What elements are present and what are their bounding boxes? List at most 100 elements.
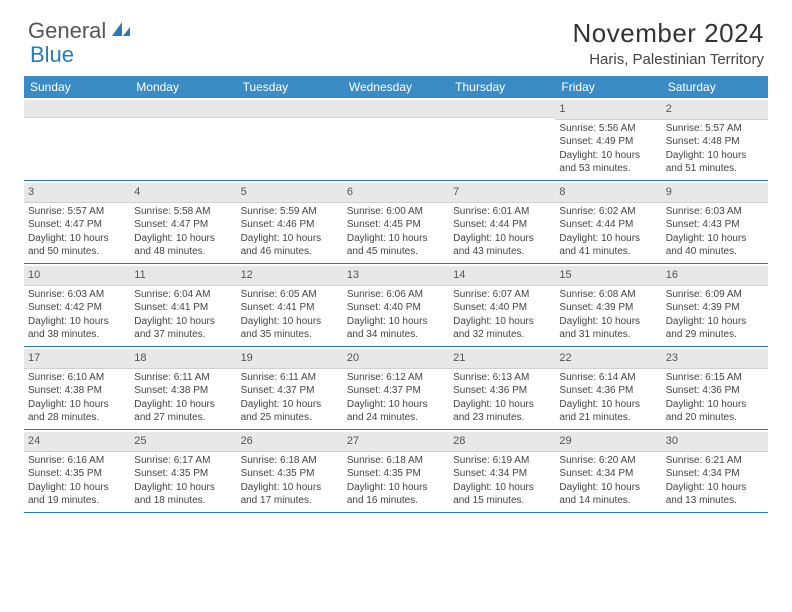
- day-number: 2: [662, 100, 768, 120]
- day-number: 23: [662, 349, 768, 369]
- sunrise-text: Sunrise: 5:58 AM: [134, 205, 232, 219]
- day-number-bar-empty: [449, 100, 555, 118]
- day-number: 14: [449, 266, 555, 286]
- day-content: Sunrise: 5:57 AMSunset: 4:47 PMDaylight:…: [28, 205, 126, 259]
- day-content: Sunrise: 6:09 AMSunset: 4:39 PMDaylight:…: [666, 288, 764, 342]
- weekday-cell: Wednesday: [343, 76, 449, 98]
- logo-text-general: General: [28, 18, 106, 44]
- day-cell: 12Sunrise: 6:05 AMSunset: 4:41 PMDayligh…: [237, 264, 343, 346]
- sunset-text: Sunset: 4:46 PM: [241, 218, 339, 232]
- day-number: 26: [237, 432, 343, 452]
- day-content: Sunrise: 6:10 AMSunset: 4:38 PMDaylight:…: [28, 371, 126, 425]
- daylight-text: Daylight: 10 hours and 13 minutes.: [666, 481, 764, 508]
- week-row: 24Sunrise: 6:16 AMSunset: 4:35 PMDayligh…: [24, 430, 768, 513]
- sunrise-text: Sunrise: 6:03 AM: [666, 205, 764, 219]
- day-content: Sunrise: 6:07 AMSunset: 4:40 PMDaylight:…: [453, 288, 551, 342]
- day-cell: 24Sunrise: 6:16 AMSunset: 4:35 PMDayligh…: [24, 430, 130, 512]
- day-content: Sunrise: 6:18 AMSunset: 4:35 PMDaylight:…: [347, 454, 445, 508]
- sunrise-text: Sunrise: 6:18 AM: [241, 454, 339, 468]
- sunset-text: Sunset: 4:47 PM: [28, 218, 126, 232]
- day-cell: 27Sunrise: 6:18 AMSunset: 4:35 PMDayligh…: [343, 430, 449, 512]
- logo: General: [28, 18, 134, 44]
- day-number: 4: [130, 183, 236, 203]
- day-number: 16: [662, 266, 768, 286]
- day-content: Sunrise: 6:17 AMSunset: 4:35 PMDaylight:…: [134, 454, 232, 508]
- day-number: 12: [237, 266, 343, 286]
- sunrise-text: Sunrise: 6:18 AM: [347, 454, 445, 468]
- day-cell: 23Sunrise: 6:15 AMSunset: 4:36 PMDayligh…: [662, 347, 768, 429]
- day-number: 1: [555, 100, 661, 120]
- day-number: 8: [555, 183, 661, 203]
- day-content: Sunrise: 6:14 AMSunset: 4:36 PMDaylight:…: [559, 371, 657, 425]
- day-number: 18: [130, 349, 236, 369]
- day-cell: 17Sunrise: 6:10 AMSunset: 4:38 PMDayligh…: [24, 347, 130, 429]
- week-row: 3Sunrise: 5:57 AMSunset: 4:47 PMDaylight…: [24, 181, 768, 264]
- day-cell: 22Sunrise: 6:14 AMSunset: 4:36 PMDayligh…: [555, 347, 661, 429]
- day-cell: 3Sunrise: 5:57 AMSunset: 4:47 PMDaylight…: [24, 181, 130, 263]
- weekday-cell: Monday: [130, 76, 236, 98]
- day-content: Sunrise: 5:56 AMSunset: 4:49 PMDaylight:…: [559, 122, 657, 176]
- sunrise-text: Sunrise: 5:59 AM: [241, 205, 339, 219]
- daylight-text: Daylight: 10 hours and 32 minutes.: [453, 315, 551, 342]
- sunset-text: Sunset: 4:34 PM: [453, 467, 551, 481]
- daylight-text: Daylight: 10 hours and 25 minutes.: [241, 398, 339, 425]
- sunset-text: Sunset: 4:37 PM: [347, 384, 445, 398]
- day-number: 19: [237, 349, 343, 369]
- sunset-text: Sunset: 4:36 PM: [666, 384, 764, 398]
- day-number-bar-empty: [24, 100, 130, 118]
- sunrise-text: Sunrise: 6:12 AM: [347, 371, 445, 385]
- day-number-bar-empty: [343, 100, 449, 118]
- daylight-text: Daylight: 10 hours and 31 minutes.: [559, 315, 657, 342]
- sunrise-text: Sunrise: 6:04 AM: [134, 288, 232, 302]
- day-content: Sunrise: 6:05 AMSunset: 4:41 PMDaylight:…: [241, 288, 339, 342]
- day-number: 25: [130, 432, 236, 452]
- sunrise-text: Sunrise: 6:11 AM: [241, 371, 339, 385]
- day-cell: 30Sunrise: 6:21 AMSunset: 4:34 PMDayligh…: [662, 430, 768, 512]
- day-number: 24: [24, 432, 130, 452]
- sunset-text: Sunset: 4:45 PM: [347, 218, 445, 232]
- day-content: Sunrise: 5:58 AMSunset: 4:47 PMDaylight:…: [134, 205, 232, 259]
- empty-cell: [24, 98, 130, 180]
- day-cell: 28Sunrise: 6:19 AMSunset: 4:34 PMDayligh…: [449, 430, 555, 512]
- day-number: 11: [130, 266, 236, 286]
- day-content: Sunrise: 6:20 AMSunset: 4:34 PMDaylight:…: [559, 454, 657, 508]
- weekday-cell: Sunday: [24, 76, 130, 98]
- weekday-cell: Thursday: [449, 76, 555, 98]
- sunset-text: Sunset: 4:36 PM: [453, 384, 551, 398]
- empty-cell: [449, 98, 555, 180]
- day-content: Sunrise: 6:04 AMSunset: 4:41 PMDaylight:…: [134, 288, 232, 342]
- sunrise-text: Sunrise: 6:10 AM: [28, 371, 126, 385]
- sunrise-text: Sunrise: 6:00 AM: [347, 205, 445, 219]
- week-row: 17Sunrise: 6:10 AMSunset: 4:38 PMDayligh…: [24, 347, 768, 430]
- day-cell: 11Sunrise: 6:04 AMSunset: 4:41 PMDayligh…: [130, 264, 236, 346]
- day-number: 21: [449, 349, 555, 369]
- daylight-text: Daylight: 10 hours and 21 minutes.: [559, 398, 657, 425]
- day-number: 20: [343, 349, 449, 369]
- daylight-text: Daylight: 10 hours and 38 minutes.: [28, 315, 126, 342]
- day-cell: 29Sunrise: 6:20 AMSunset: 4:34 PMDayligh…: [555, 430, 661, 512]
- daylight-text: Daylight: 10 hours and 37 minutes.: [134, 315, 232, 342]
- day-number-bar-empty: [130, 100, 236, 118]
- day-content: Sunrise: 6:21 AMSunset: 4:34 PMDaylight:…: [666, 454, 764, 508]
- sunrise-text: Sunrise: 6:14 AM: [559, 371, 657, 385]
- empty-cell: [130, 98, 236, 180]
- day-number: 10: [24, 266, 130, 286]
- day-cell: 8Sunrise: 6:02 AMSunset: 4:44 PMDaylight…: [555, 181, 661, 263]
- day-cell: 13Sunrise: 6:06 AMSunset: 4:40 PMDayligh…: [343, 264, 449, 346]
- daylight-text: Daylight: 10 hours and 46 minutes.: [241, 232, 339, 259]
- sunset-text: Sunset: 4:48 PM: [666, 135, 764, 149]
- sunrise-text: Sunrise: 6:15 AM: [666, 371, 764, 385]
- weekday-header-row: SundayMondayTuesdayWednesdayThursdayFrid…: [24, 76, 768, 98]
- day-content: Sunrise: 6:08 AMSunset: 4:39 PMDaylight:…: [559, 288, 657, 342]
- day-cell: 5Sunrise: 5:59 AMSunset: 4:46 PMDaylight…: [237, 181, 343, 263]
- day-cell: 15Sunrise: 6:08 AMSunset: 4:39 PMDayligh…: [555, 264, 661, 346]
- day-content: Sunrise: 5:57 AMSunset: 4:48 PMDaylight:…: [666, 122, 764, 176]
- sunset-text: Sunset: 4:38 PM: [134, 384, 232, 398]
- sunset-text: Sunset: 4:39 PM: [666, 301, 764, 315]
- day-cell: 7Sunrise: 6:01 AMSunset: 4:44 PMDaylight…: [449, 181, 555, 263]
- sunset-text: Sunset: 4:44 PM: [453, 218, 551, 232]
- sunset-text: Sunset: 4:40 PM: [453, 301, 551, 315]
- day-content: Sunrise: 6:03 AMSunset: 4:43 PMDaylight:…: [666, 205, 764, 259]
- sunrise-text: Sunrise: 6:19 AM: [453, 454, 551, 468]
- day-content: Sunrise: 6:19 AMSunset: 4:34 PMDaylight:…: [453, 454, 551, 508]
